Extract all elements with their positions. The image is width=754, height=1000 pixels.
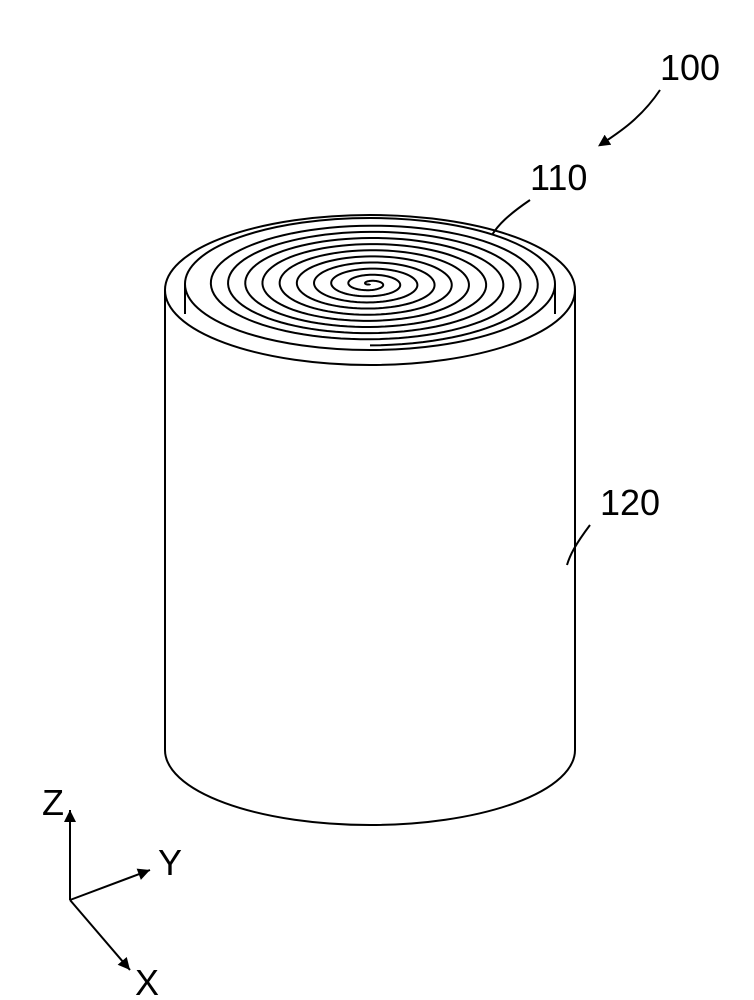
label-assembly: 100 — [660, 47, 720, 88]
axis-label-y: Y — [158, 842, 182, 883]
axis-label-x: X — [135, 962, 159, 1000]
label-top: 110 — [530, 157, 587, 198]
axis-label-z: Z — [42, 782, 64, 823]
label-side: 120 — [600, 482, 660, 523]
